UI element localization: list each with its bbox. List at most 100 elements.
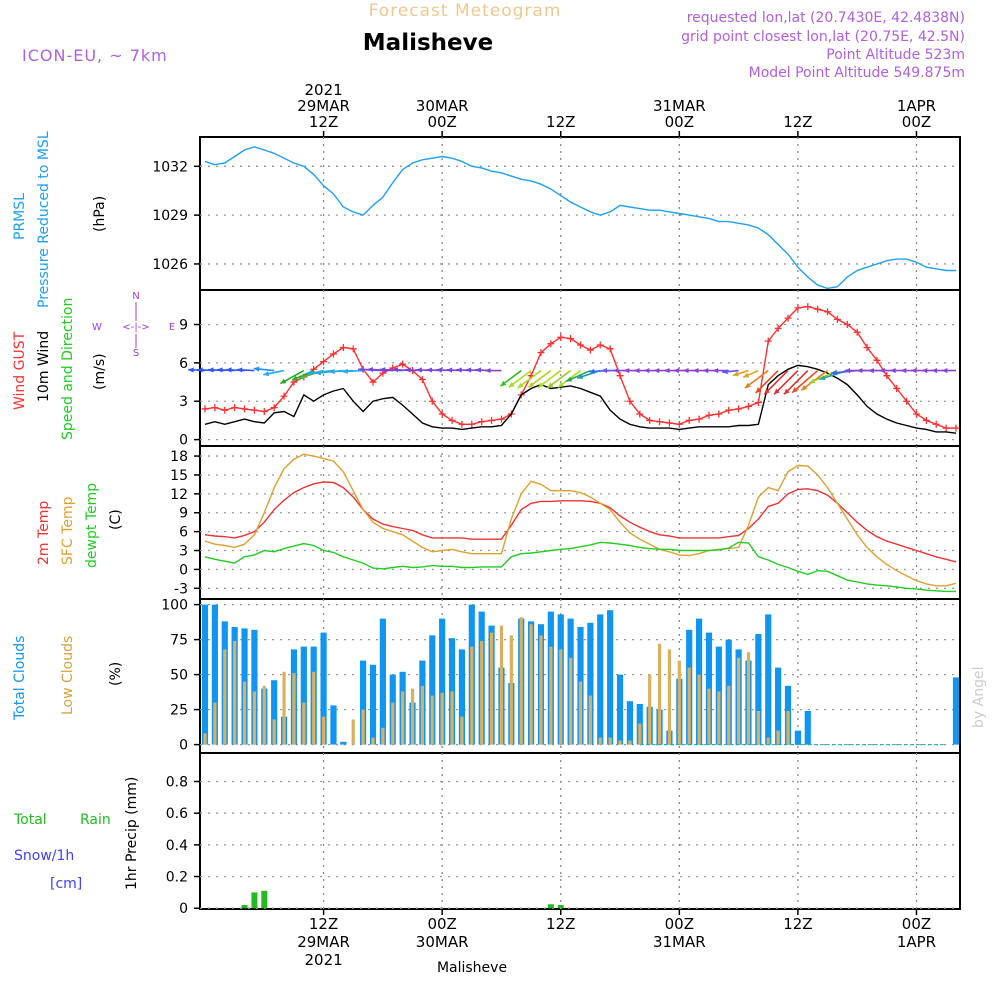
- low_clouds-bar: [450, 691, 454, 745]
- wind-arrow-head: [577, 374, 584, 380]
- gust-marker: [577, 341, 584, 349]
- compass-e: E: [169, 322, 175, 333]
- wind-arrow-head: [405, 367, 411, 373]
- low_clouds-bar: [707, 688, 711, 745]
- gust-marker: [586, 346, 594, 354]
- wind-arrow-head: [236, 367, 243, 373]
- gust-marker: [231, 404, 239, 412]
- low_clouds-bar: [401, 691, 405, 745]
- wind-arrow-head: [743, 372, 750, 378]
- low_clouds-bar: [440, 692, 444, 745]
- wind-arrow-head: [722, 369, 728, 375]
- total_clouds-bar: [211, 604, 218, 745]
- top-axis-label: 12Z: [309, 113, 338, 131]
- low_clouds-bar: [697, 674, 701, 745]
- wind-arrow: [791, 369, 819, 394]
- total_clouds-bar: [201, 604, 209, 745]
- top-axis-label: 00Z: [902, 113, 931, 131]
- low_clouds-bar: [519, 617, 523, 745]
- wind-arrow: [773, 369, 799, 395]
- low_clouds-bar: [687, 667, 691, 745]
- wind-arrow-head: [558, 382, 564, 388]
- wind-panel: 0 3 6 9: [179, 289, 961, 449]
- gust-marker: [270, 404, 278, 412]
- bottom-axis-label: 31MAR: [653, 933, 706, 951]
- hpa-label: (hPa): [92, 196, 108, 232]
- gust-marker: [843, 321, 851, 329]
- total_clouds-bar: [458, 649, 466, 745]
- wind-arrow: [783, 369, 809, 395]
- wind-arrow-head: [732, 371, 739, 377]
- compass-rose: N S W E <-|->: [92, 291, 175, 359]
- wind-arrow-head: [783, 388, 790, 395]
- wind-arrow-head: [367, 366, 374, 373]
- y-tick-label: 1029: [152, 208, 188, 224]
- wind-arrow-head: [643, 367, 650, 374]
- low_clouds-bar: [470, 646, 474, 745]
- low_clouds-bar: [569, 657, 573, 745]
- low_clouds-bar: [381, 727, 385, 745]
- wind-arrow-head: [456, 367, 462, 373]
- gust-marker: [616, 372, 624, 380]
- bottom-axis-label: 00Z: [427, 915, 456, 933]
- top-axis-label: 12Z: [546, 113, 575, 131]
- wind-arrow-head: [517, 382, 524, 389]
- wind-arrow-head: [329, 368, 335, 375]
- pressure-line: [204, 146, 956, 290]
- y-tick-label: 0.8: [166, 775, 188, 791]
- total-clouds-label: Total Clouds: [12, 636, 28, 721]
- low_clouds-bar: [460, 716, 464, 745]
- gust-marker: [537, 349, 545, 357]
- gust-marker: [428, 397, 436, 405]
- low_clouds-bar: [321, 716, 326, 745]
- low_clouds-bar: [529, 624, 533, 745]
- gust-marker: [833, 315, 841, 323]
- wind-arrow-head: [538, 382, 544, 388]
- total_clouds-bar: [300, 646, 307, 745]
- gust-marker: [418, 376, 426, 384]
- wind-arrow-head: [588, 368, 595, 374]
- top-axis-label: 00Z: [665, 113, 694, 131]
- gust-marker: [497, 415, 505, 423]
- gust-marker: [873, 356, 881, 364]
- rain-bar: [547, 904, 554, 909]
- low_clouds-bar: [638, 723, 642, 745]
- y-tick-label: 0: [179, 738, 188, 754]
- chart-title: Forecast Meteogram: [369, 1, 562, 21]
- low_clouds-bar: [361, 709, 365, 745]
- gust-marker: [656, 418, 664, 426]
- y-tick-label: 0: [179, 562, 188, 578]
- gust-marker: [458, 420, 466, 428]
- gust-marker: [735, 405, 743, 413]
- model-point-altitude: Model Point Altitude 549.875m: [749, 65, 965, 81]
- bottom-axis-label: 29MAR: [297, 933, 350, 951]
- bottom-axis-label: 30MAR: [416, 933, 469, 951]
- gust-marker: [922, 416, 930, 424]
- wind-arrow-head: [253, 366, 260, 372]
- total_clouds-bar: [429, 635, 436, 745]
- dewpt-temp-label: dewpt Temp: [84, 483, 100, 568]
- wind-arrow-head: [664, 367, 670, 374]
- gust-marker: [448, 416, 456, 424]
- low_clouds-bar: [410, 688, 415, 745]
- temp2m-line: [204, 481, 957, 563]
- total_clouds-bar: [765, 614, 772, 745]
- low_clouds-bar: [371, 737, 375, 745]
- wind-arrow-head: [292, 375, 299, 381]
- y-tick-label: 12: [170, 487, 188, 503]
- low_clouds-bar: [786, 711, 790, 745]
- y-tick-label: 1032: [152, 159, 188, 175]
- gust-marker: [280, 392, 288, 400]
- bottom-axis-label: 12Z: [783, 915, 812, 933]
- gust-marker: [863, 344, 871, 352]
- cm-label: [cm]: [50, 876, 82, 892]
- wind-arrow-head: [500, 380, 507, 387]
- low_clouds-bar: [292, 673, 296, 745]
- gust-marker: [241, 405, 249, 413]
- gust-marker: [764, 337, 772, 345]
- total_clouds-bar: [794, 730, 801, 745]
- low_clouds-bar: [262, 685, 266, 745]
- gust-marker: [744, 402, 752, 410]
- total_clouds-bar: [804, 711, 811, 745]
